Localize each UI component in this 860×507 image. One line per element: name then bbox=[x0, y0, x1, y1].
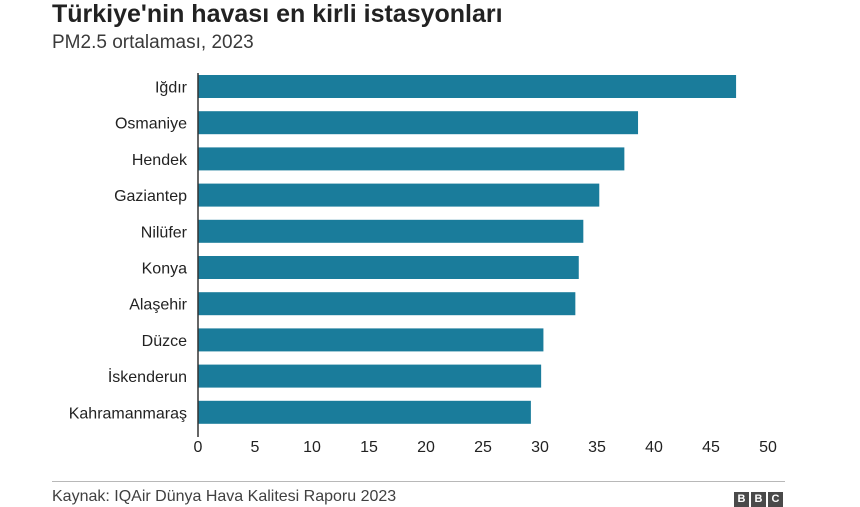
bar bbox=[198, 75, 737, 98]
x-tick-label: 5 bbox=[251, 439, 260, 456]
category-label: Nilüfer bbox=[141, 224, 188, 241]
category-label: Alaşehir bbox=[129, 297, 187, 314]
category-label: Kahramanmaraş bbox=[69, 405, 187, 422]
bar bbox=[198, 256, 579, 279]
bar bbox=[198, 328, 544, 352]
x-tick-label: 25 bbox=[474, 439, 492, 456]
x-tick-label: 15 bbox=[360, 439, 378, 456]
x-tick-label: 30 bbox=[531, 439, 549, 456]
x-tick-label: 50 bbox=[759, 439, 777, 456]
category-label: Konya bbox=[142, 261, 187, 278]
bar bbox=[198, 219, 584, 243]
logo-letter: B bbox=[751, 492, 766, 507]
x-tick-label: 20 bbox=[417, 439, 435, 456]
bbc-logo: B B C bbox=[734, 492, 783, 507]
bar bbox=[198, 183, 600, 207]
logo-letter: B bbox=[734, 492, 749, 507]
x-tick-label: 40 bbox=[645, 439, 663, 456]
x-tick-label: 10 bbox=[303, 439, 321, 456]
bar bbox=[198, 364, 542, 388]
bar bbox=[198, 400, 531, 424]
category-label: İskenderun bbox=[108, 367, 187, 386]
bar bbox=[198, 111, 639, 135]
footer-divider bbox=[52, 481, 785, 482]
category-label: Düzce bbox=[142, 333, 187, 350]
x-tick-label: 0 bbox=[194, 439, 203, 456]
bar bbox=[198, 292, 576, 316]
category-label: Hendek bbox=[132, 152, 188, 169]
category-label: Iğdır bbox=[155, 80, 188, 97]
category-label: Osmaniye bbox=[115, 116, 187, 133]
x-tick-label: 45 bbox=[702, 439, 720, 456]
x-tick-label: 35 bbox=[588, 439, 606, 456]
logo-letter: C bbox=[768, 492, 783, 507]
chart-title: Türkiye'nin havası en kirli istasyonları bbox=[52, 0, 503, 28]
category-label: Gaziantep bbox=[114, 188, 187, 205]
chart-subtitle: PM2.5 ortalaması, 2023 bbox=[52, 32, 254, 53]
bar bbox=[198, 147, 625, 171]
source-text: Kaynak: IQAir Dünya Hava Kalitesi Raporu… bbox=[52, 488, 397, 505]
